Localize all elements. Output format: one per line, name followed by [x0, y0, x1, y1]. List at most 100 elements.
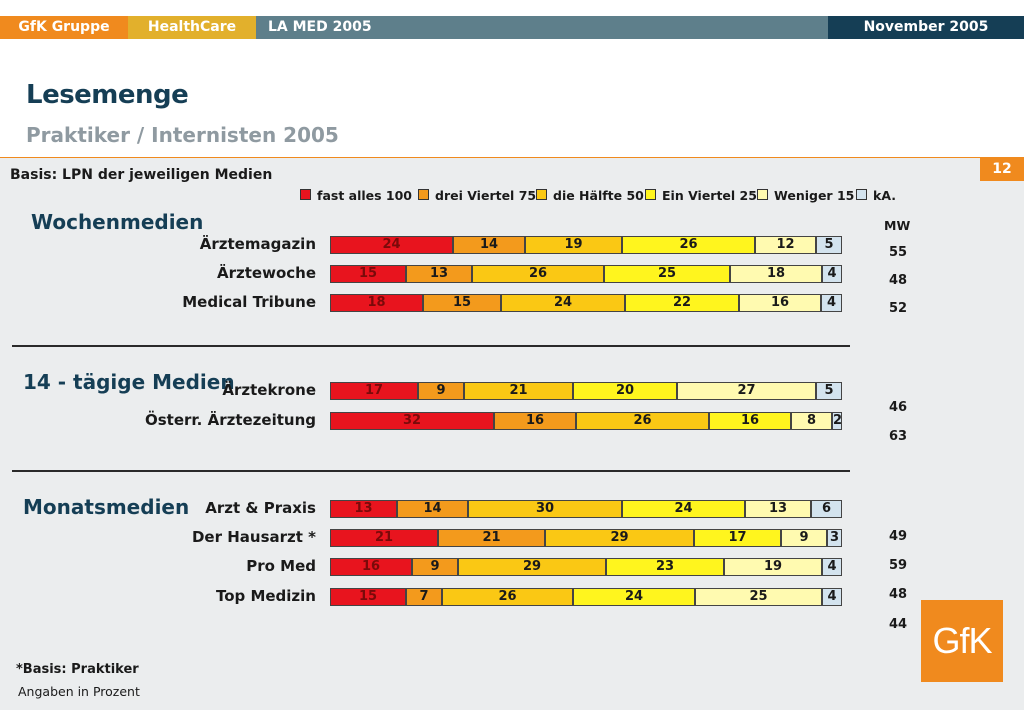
row-label: Österr. Ärztezeitung	[145, 411, 316, 429]
legend-label: drei Viertel 75	[435, 188, 537, 203]
bar-segment: 27	[677, 382, 816, 400]
legend-item: kA.	[856, 188, 896, 203]
bar-segment: 9	[781, 529, 827, 547]
legend-label: Ein Viertel 25	[662, 188, 757, 203]
legend-item: die Hälfte 50	[536, 188, 644, 203]
bar-segment: 26	[442, 588, 573, 606]
chart-title: Lesemenge	[26, 80, 189, 110]
bar-segment: 29	[545, 529, 694, 547]
row-label: Arzt & Praxis	[205, 499, 316, 517]
bar-segment: 14	[453, 236, 525, 254]
stacked-bar: 15 13 26 25 18 4	[330, 265, 842, 283]
bar-segment: 16	[709, 412, 791, 430]
bar-segment: 14	[397, 500, 468, 518]
stacked-bar: 21 21 29 17 9 3	[330, 529, 842, 547]
legend-label: fast alles 100	[317, 188, 413, 203]
bar-segment: 16	[494, 412, 576, 430]
bar-segment: 24	[622, 500, 745, 518]
bar-segment: 4	[822, 588, 842, 606]
date-tab: November 2005	[828, 16, 1024, 39]
bar-segment: 9	[418, 382, 464, 400]
mw-value: 46	[889, 400, 908, 415]
bar-segment: 16	[739, 294, 821, 312]
legend-swatch	[856, 189, 867, 200]
row-label: Top Medizin	[215, 587, 316, 605]
basis-footnote: *Basis: Praktiker	[16, 662, 139, 677]
bar-segment: 2	[832, 412, 842, 430]
legend-item: fast alles 100	[300, 188, 412, 203]
division-tab: HealthCare	[128, 16, 256, 39]
bar-segment: 16	[330, 558, 412, 576]
bar-segment: 8	[791, 412, 832, 430]
legend-item: drei Viertel 75	[418, 188, 536, 203]
chart-subtitle: Praktiker / Internisten 2005	[26, 123, 339, 147]
bar-segment: 13	[330, 500, 397, 518]
bar-segment: 12	[755, 236, 816, 254]
company-tab: GfK Gruppe	[0, 16, 128, 39]
stacked-bar: 32 16 26 16 8 2	[330, 412, 842, 430]
stacked-bar: 15 7 26 24 25 4	[330, 588, 842, 606]
legend-swatch	[418, 189, 429, 200]
mw-value: 55	[889, 245, 908, 260]
bar-segment: 19	[525, 236, 622, 254]
study-tab: LA MED 2005	[256, 16, 828, 39]
bar-segment: 15	[330, 588, 406, 606]
legend-swatch	[757, 189, 768, 200]
row-label: Der Hausarzt *	[191, 528, 316, 546]
legend-label: kA.	[873, 188, 896, 203]
unit-footnote: Angaben in Prozent	[18, 684, 140, 699]
row-label: Medical Tribune	[182, 293, 316, 311]
bar-segment: 30	[468, 500, 622, 518]
bar-segment: 24	[501, 294, 625, 312]
bar-segment: 25	[695, 588, 822, 606]
bar-segment: 23	[606, 558, 724, 576]
row-label: Ärztekrone	[222, 381, 316, 399]
legend-label: Weniger 15	[774, 188, 855, 203]
mw-value: 59	[889, 558, 908, 573]
mw-value: 48	[889, 273, 908, 288]
stacked-bar: 24 14 19 26 12 5	[330, 236, 842, 254]
bar-segment: 4	[822, 558, 842, 576]
bar-segment: 26	[472, 265, 604, 283]
bar-segment: 26	[622, 236, 755, 254]
bar-segment: 17	[694, 529, 781, 547]
bar-segment: 5	[816, 236, 842, 254]
bar-segment: 4	[822, 265, 842, 283]
stacked-bar: 16 9 29 23 19 4	[330, 558, 842, 576]
bar-segment: 4	[821, 294, 842, 312]
page-number: 12	[980, 157, 1024, 181]
bar-segment: 13	[406, 265, 472, 283]
bar-segment: 21	[464, 382, 573, 400]
top-bar: GfK Gruppe HealthCare LA MED 2005 Novemb…	[0, 16, 1024, 39]
bar-segment: 15	[330, 265, 406, 283]
legend-swatch	[536, 189, 547, 200]
mw-value: 63	[889, 429, 908, 444]
bar-segment: 9	[412, 558, 458, 576]
row-label: Pro Med	[246, 557, 316, 575]
stacked-bar: 13 14 30 24 13 6	[330, 500, 842, 518]
legend-item: Ein Viertel 25	[645, 188, 757, 203]
bar-segment: 26	[576, 412, 709, 430]
bar-segment: 19	[724, 558, 822, 576]
group-title: 14 - tägige Medien	[23, 370, 235, 394]
bar-segment: 20	[573, 382, 677, 400]
bar-segment: 6	[811, 500, 842, 518]
mw-value: 48	[889, 587, 908, 602]
bar-segment: 18	[730, 265, 822, 283]
section-divider	[12, 470, 850, 472]
group-title: Monatsmedien	[23, 495, 190, 519]
legend-swatch	[300, 189, 311, 200]
bar-segment: 32	[330, 412, 494, 430]
row-label: Ärztemagazin	[199, 235, 316, 253]
bar-segment: 17	[330, 382, 418, 400]
basis-label: Basis: LPN der jeweiligen Medien	[10, 167, 273, 183]
bar-segment: 15	[423, 294, 501, 312]
stacked-bar: 17 9 21 20 27 5	[330, 382, 842, 400]
bar-segment: 21	[330, 529, 438, 547]
bar-segment: 21	[438, 529, 545, 547]
mw-value: 49	[889, 529, 908, 544]
bar-segment: 18	[330, 294, 423, 312]
bar-segment: 22	[625, 294, 739, 312]
stacked-bar: 18 15 24 22 16 4	[330, 294, 842, 312]
bar-segment: 5	[816, 382, 842, 400]
